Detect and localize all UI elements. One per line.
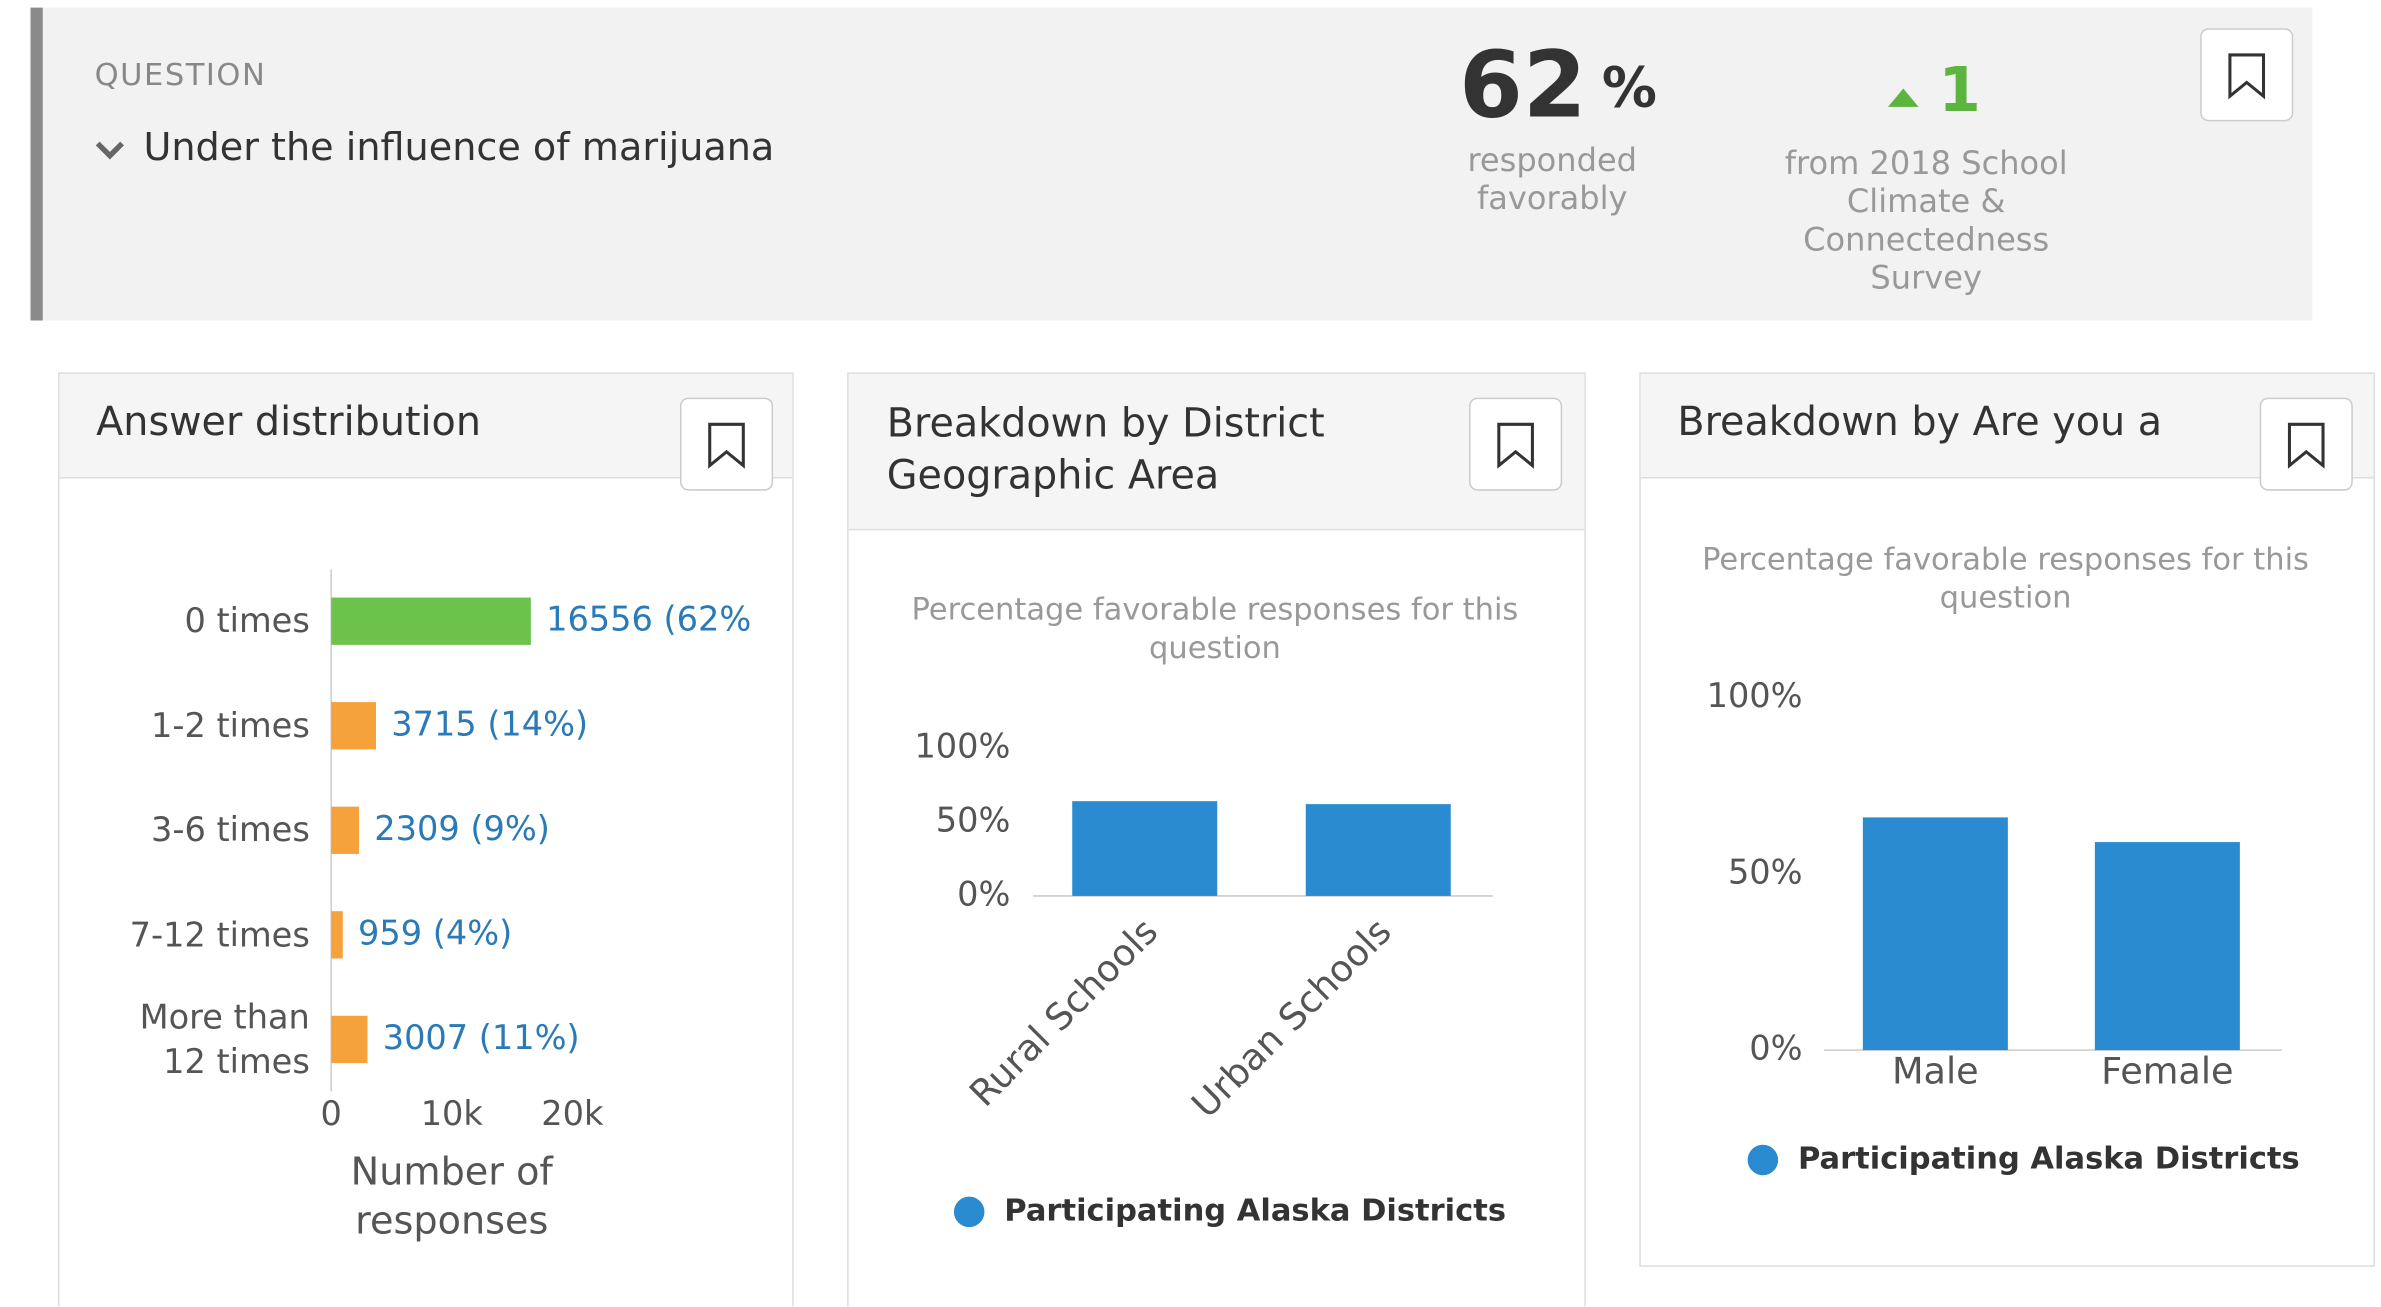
- question-text[interactable]: Under the influence of marijuana: [143, 125, 774, 169]
- value-label: 3007 (11%): [383, 1018, 580, 1057]
- value-label: 16556 (62%): [546, 600, 764, 639]
- bar: [2094, 842, 2240, 1051]
- favorable-number: 62: [1459, 31, 1586, 138]
- card: [1639, 372, 2375, 1267]
- bar: [1305, 804, 1451, 896]
- bar: [331, 911, 343, 959]
- x-tick-label: Female: [2101, 1049, 2233, 1092]
- card-title: Breakdown by Are you a: [1677, 399, 2162, 445]
- chevron[interactable]: [95, 141, 124, 160]
- x-tick-label: 20k: [541, 1094, 604, 1133]
- bar: [1072, 801, 1218, 896]
- chart-subtitle: Percentage favorable responses for this …: [911, 590, 1519, 666]
- legend-label: Participating Alaska Districts: [1004, 1193, 1506, 1228]
- category-label: More than 12 times: [139, 999, 310, 1083]
- favorable-unit: %: [1602, 56, 1657, 120]
- bar: [331, 702, 377, 750]
- y-tick-label: 50%: [936, 800, 1011, 839]
- bookmark-icon: [2228, 53, 2266, 100]
- category-label: 0 times: [184, 602, 310, 642]
- bookmark-button[interactable]: [2200, 28, 2294, 122]
- y-tick-label: 0%: [957, 874, 1010, 913]
- bookmark-icon: [708, 422, 745, 469]
- bar: [1862, 817, 2008, 1051]
- value-label: 2309 (9%): [374, 809, 550, 848]
- category-label: 3-6 times: [150, 811, 310, 851]
- legend-marker: [1747, 1144, 1779, 1176]
- favorable-caption: responded favorably: [1467, 141, 1638, 217]
- bar: [331, 1015, 368, 1064]
- question-panel: [30, 7, 2313, 321]
- change-value: 1: [1938, 55, 1980, 126]
- legend-label: Participating Alaska Districts: [1798, 1141, 2300, 1176]
- bookmark-button[interactable]: [1469, 397, 1563, 491]
- bookmark-button[interactable]: [679, 397, 774, 491]
- bookmark-icon: [2287, 422, 2325, 469]
- bar: [331, 597, 531, 645]
- category-label: 1-2 times: [150, 707, 310, 746]
- card: [57, 372, 794, 1307]
- up-arrow: [1888, 88, 1919, 107]
- y-tick-label: 50%: [1728, 852, 1803, 891]
- value-label: 3715 (14%): [391, 704, 588, 743]
- chart-subtitle: Percentage favorable responses for this …: [1702, 540, 2309, 616]
- x-axis-label: Number of responses: [350, 1149, 553, 1243]
- y-tick-label: 100%: [1707, 676, 1803, 715]
- panel-accent: [30, 7, 43, 321]
- legend-marker: [953, 1196, 985, 1228]
- bookmark-button[interactable]: [2259, 397, 2353, 491]
- category-label: 7-12 times: [129, 916, 310, 955]
- card-title: Breakdown by District Geographic Area: [886, 401, 1325, 500]
- x-tick-label: 10k: [421, 1094, 484, 1133]
- card-header: [59, 373, 793, 478]
- card-header: [848, 373, 1585, 530]
- x-tick-label: 0: [321, 1094, 342, 1133]
- card-header: [1640, 373, 2374, 478]
- value-label: 959 (4%): [358, 913, 512, 952]
- x-tick-label: Male: [1892, 1049, 1979, 1092]
- card-title: Answer distribution: [96, 399, 481, 445]
- change-caption: from 2018 School Climate & Connectedness…: [1784, 144, 2068, 297]
- y-tick-label: 0%: [1749, 1029, 1802, 1068]
- favorable-value: 62%: [1459, 31, 1657, 138]
- y-tick-label: 100%: [914, 726, 1010, 765]
- bookmark-icon: [1497, 422, 1534, 469]
- question-label: QUESTION: [95, 58, 267, 93]
- bar: [331, 806, 360, 854]
